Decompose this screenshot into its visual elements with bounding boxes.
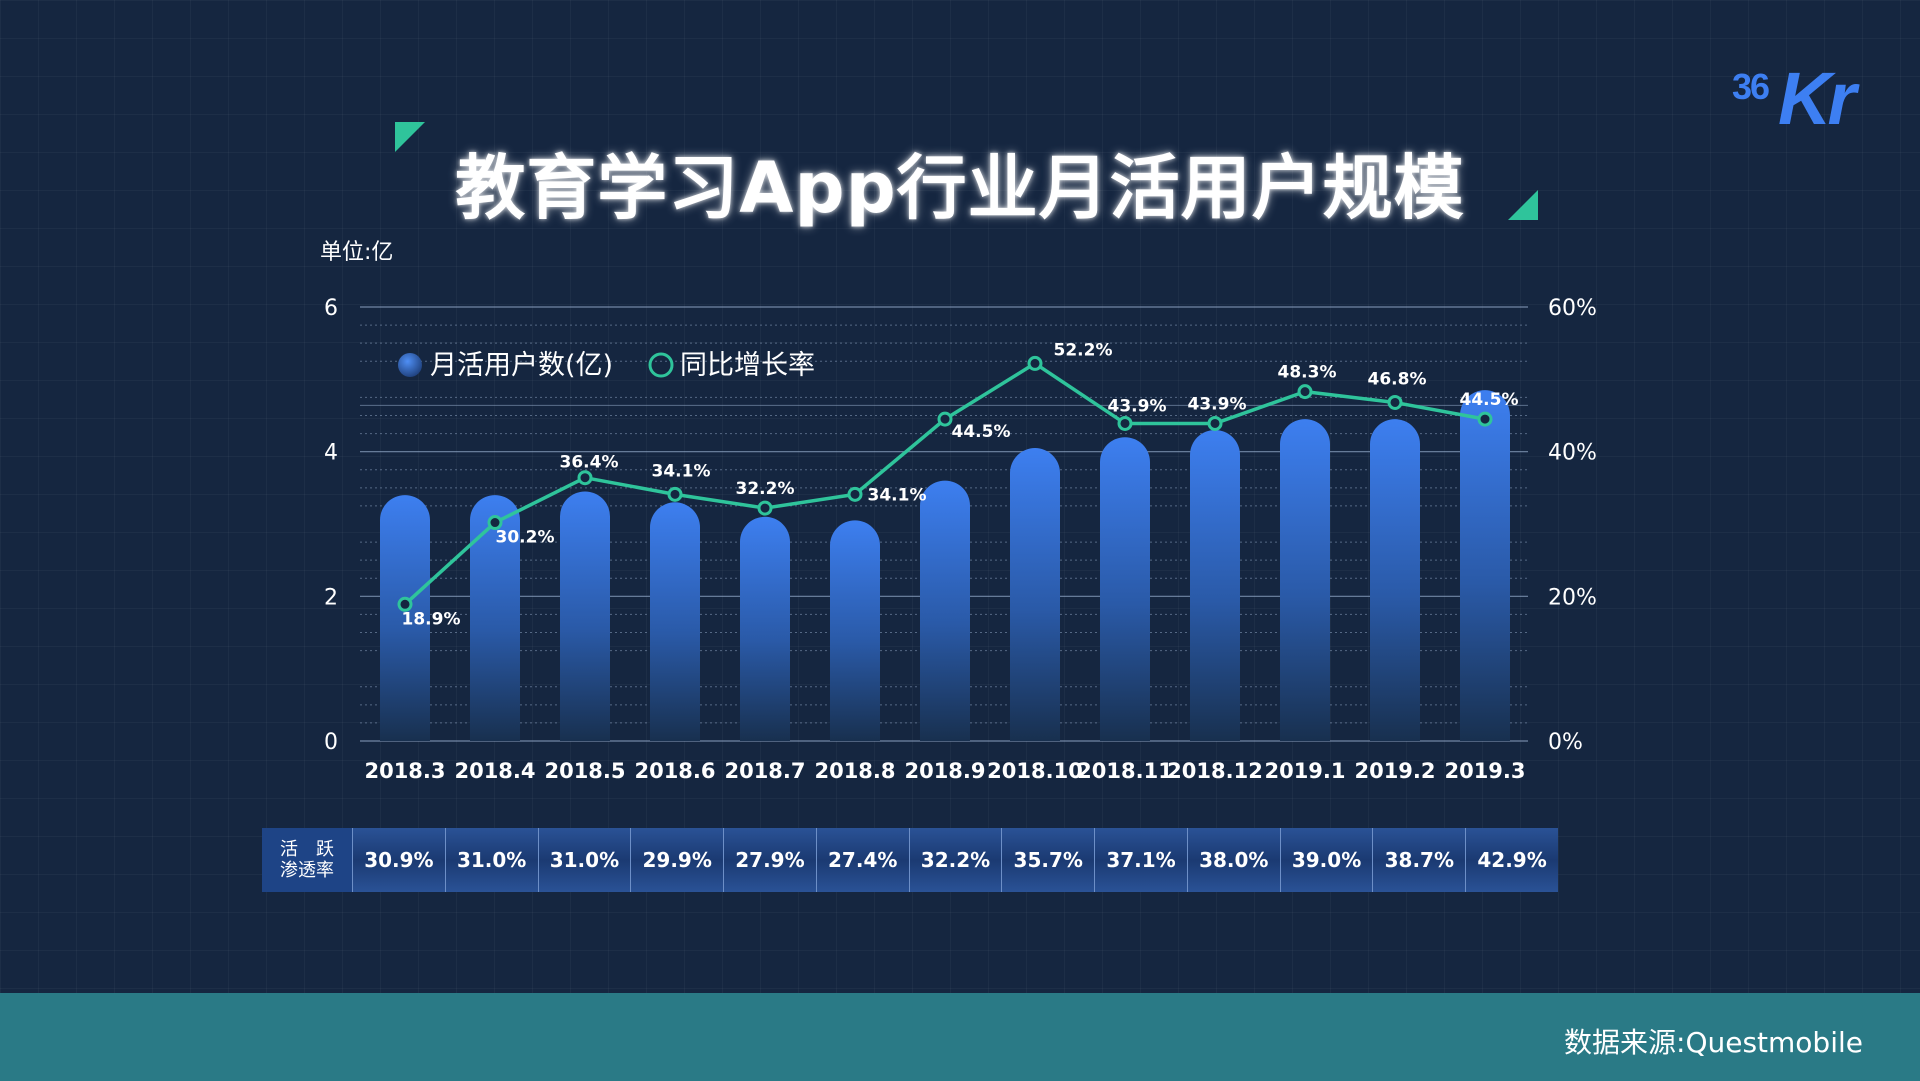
bar-2018.6 bbox=[650, 502, 700, 741]
growth-point-2018.12 bbox=[1207, 415, 1223, 431]
growth-point-2018.8 bbox=[847, 486, 863, 502]
table-cell: 27.4% bbox=[816, 828, 910, 892]
growth-point-2018.9 bbox=[937, 411, 953, 427]
y-right-tick: 20% bbox=[1548, 585, 1597, 610]
table-cell: 38.0% bbox=[1187, 828, 1281, 892]
growth-point-2018.5 bbox=[577, 470, 593, 486]
growth-label: 30.2% bbox=[496, 528, 555, 548]
growth-label: 36.4% bbox=[560, 453, 619, 473]
table-header: 活 跃 渗透率 bbox=[262, 828, 353, 892]
growth-label: 44.5% bbox=[952, 422, 1011, 442]
penetration-table: 活 跃 渗透率 30.9% 31.0% 31.0% 29.9% 27.9% 27… bbox=[262, 828, 1558, 892]
bar-2018.5 bbox=[560, 491, 610, 741]
growth-point-2019.1 bbox=[1297, 384, 1313, 400]
bar-2018.3 bbox=[380, 495, 430, 741]
chart-svg: 18.9% 30.2% 36.4% 34.1% 32.2% 34.1% 44.5% 52.2%… bbox=[324, 296, 1597, 783]
bar-2018.11 bbox=[1100, 437, 1150, 741]
table-cell: 38.7% bbox=[1373, 828, 1467, 892]
title-area: 教育学习App行业月活用户规模 bbox=[380, 118, 1540, 229]
legend-bar-marker bbox=[398, 353, 422, 377]
growth-point-2018.6 bbox=[667, 486, 683, 502]
x-tick: 2018.12 bbox=[1167, 759, 1263, 783]
table-cell: 31.0% bbox=[445, 828, 539, 892]
x-tick: 2018.7 bbox=[724, 759, 805, 783]
table-cell: 39.0% bbox=[1280, 828, 1374, 892]
table-cell: 37.1% bbox=[1095, 828, 1188, 892]
growth-label: 46.8% bbox=[1368, 369, 1427, 389]
x-tick: 2019.2 bbox=[1354, 759, 1435, 783]
growth-point-2019.3 bbox=[1477, 411, 1493, 427]
growth-label: 52.2% bbox=[1054, 340, 1113, 360]
bar-2018.7 bbox=[740, 516, 790, 741]
growth-label: 32.2% bbox=[736, 479, 795, 499]
growth-point-2018.10 bbox=[1027, 355, 1043, 371]
bar-2018.10 bbox=[1010, 448, 1060, 741]
unit-label: 单位:亿 bbox=[320, 240, 394, 265]
growth-point-2019.2 bbox=[1387, 394, 1403, 410]
table-cell: 30.9% bbox=[353, 828, 446, 892]
x-tick: 2018.9 bbox=[904, 759, 985, 783]
table-cell: 42.9% bbox=[1466, 828, 1558, 892]
bar-2019.1 bbox=[1280, 419, 1330, 741]
growth-label: 48.3% bbox=[1278, 363, 1337, 383]
title-corner-top-left bbox=[395, 122, 425, 152]
x-tick: 2018.10 bbox=[987, 759, 1083, 783]
table-cell: 29.9% bbox=[631, 828, 725, 892]
y-right-tick: 0% bbox=[1548, 730, 1583, 755]
logo-letters: Kr bbox=[1778, 57, 1856, 140]
x-tick: 2018.11 bbox=[1077, 759, 1173, 783]
growth-label: 18.9% bbox=[402, 609, 461, 629]
chart-title: 教育学习App行业月活用户规模 bbox=[455, 147, 1465, 229]
bar-2019.2 bbox=[1370, 419, 1420, 741]
y-left-tick: 4 bbox=[324, 441, 338, 466]
x-tick: 2018.4 bbox=[454, 759, 535, 783]
bar-2018.12 bbox=[1190, 429, 1240, 741]
x-tick: 2019.3 bbox=[1444, 759, 1525, 783]
legend: 月活用户数(亿) 同比增长率 bbox=[398, 350, 815, 381]
footer-bar: 数据来源:Questmobile bbox=[0, 993, 1920, 1081]
y-left-tick: 2 bbox=[324, 585, 338, 610]
x-tick: 2018.3 bbox=[364, 759, 445, 783]
x-tick: 2018.6 bbox=[634, 759, 715, 783]
title-corner-bottom-right bbox=[1508, 190, 1538, 220]
y-left-tick: 0 bbox=[324, 730, 338, 755]
y-left-tick: 6 bbox=[324, 296, 338, 321]
y-right-tick: 40% bbox=[1548, 441, 1597, 466]
table-cell: 31.0% bbox=[538, 828, 632, 892]
table-cell: 32.2% bbox=[909, 828, 1003, 892]
growth-point-2018.7 bbox=[757, 500, 773, 516]
data-source: 数据来源:Questmobile bbox=[1564, 1026, 1863, 1059]
growth-label: 43.9% bbox=[1108, 396, 1167, 416]
x-tick: 2019.1 bbox=[1264, 759, 1345, 783]
bar-2018.9 bbox=[920, 480, 970, 741]
growth-line-series: 18.9% 30.2% 36.4% 34.1% 32.2% 34.1% 44.5% 52.2%… bbox=[397, 340, 1519, 629]
x-tick: 2018.8 bbox=[814, 759, 895, 783]
bar-series bbox=[380, 390, 1510, 741]
x-tick: 2018.5 bbox=[544, 759, 625, 783]
36kr-logo: 36 Kr bbox=[1732, 57, 1856, 140]
y-right-tick: 60% bbox=[1548, 296, 1597, 321]
table-header-line1: 活 跃 bbox=[280, 839, 334, 860]
table-header-line2: 渗透率 bbox=[280, 860, 334, 881]
growth-label: 43.9% bbox=[1188, 394, 1247, 414]
legend-line-marker bbox=[648, 352, 674, 378]
growth-point-2018.11 bbox=[1117, 415, 1133, 431]
legend-bar-label: 月活用户数(亿) bbox=[430, 350, 613, 381]
legend-line-label: 同比增长率 bbox=[680, 350, 815, 381]
growth-point-2018.4 bbox=[487, 515, 503, 531]
bar-2018.8 bbox=[830, 520, 880, 741]
growth-label: 34.1% bbox=[868, 485, 927, 505]
growth-label: 44.5% bbox=[1460, 390, 1519, 410]
bar-2018.4 bbox=[469, 495, 520, 741]
bar-2019.3 bbox=[1460, 390, 1510, 741]
table-cell: 35.7% bbox=[1002, 828, 1096, 892]
table-cell: 27.9% bbox=[724, 828, 817, 892]
growth-point-2018.3 bbox=[397, 596, 413, 612]
logo-number: 36 bbox=[1732, 66, 1770, 107]
growth-label: 34.1% bbox=[652, 461, 711, 481]
